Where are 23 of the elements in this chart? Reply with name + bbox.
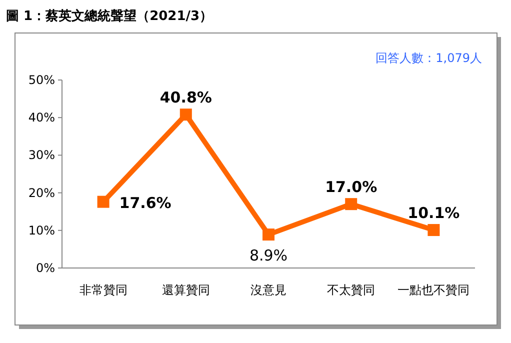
data-label: 8.9% [249,246,288,265]
y-tick-label: 10% [28,223,55,238]
y-tick-label: 0% [36,261,55,275]
y-tick-label: 30% [28,148,55,162]
y-tick-label: 40% [28,110,55,125]
data-label: 10.1% [408,204,460,222]
point [180,108,192,121]
x-tick-label: 還算贊同 [162,283,210,297]
data-label: 17.6% [119,194,172,212]
y-tick-label: 50% [28,73,55,87]
data-label: 17.0% [325,178,378,196]
point [262,228,274,241]
data-label: 40.8% [160,88,212,107]
point [345,198,358,210]
point [428,224,440,236]
y-tick-label: 20% [28,186,55,200]
x-tick-label: 沒意見 [250,283,286,297]
x-tick-label: 不太贊同 [327,283,376,297]
text: 回答人數：1,079人 [376,51,482,65]
point [97,196,110,208]
x-tick-label: 一點也不贊同 [398,283,470,297]
x-tick-label: 非常贊同 [79,283,128,297]
chart-title: 圖 1：蔡英文總統聲望（2021/3） [6,8,213,24]
